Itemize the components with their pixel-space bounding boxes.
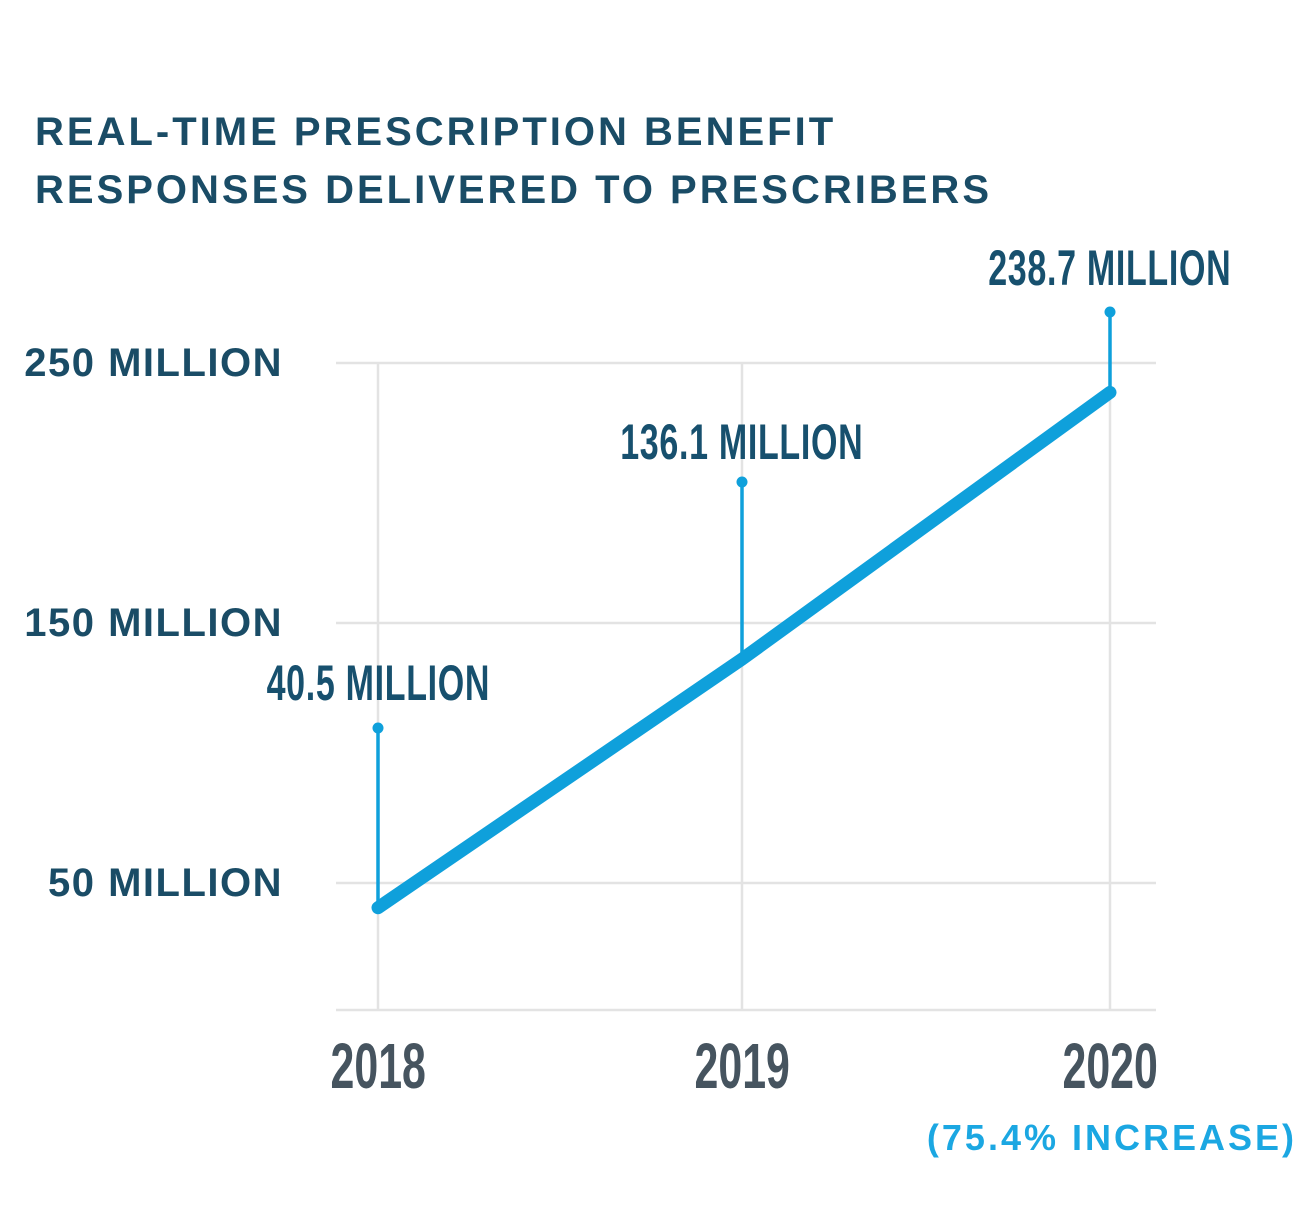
increase-note: (75.4% INCREASE) xyxy=(926,1117,1297,1158)
x-axis-year-text: 2018 xyxy=(330,1030,426,1102)
data-point-label-text: 136.1 MILLION xyxy=(620,414,864,470)
trend-line xyxy=(371,385,1117,915)
chart-title-line: RESPONSES DELIVERED TO PRESCRIBERS xyxy=(35,167,992,212)
x-axis-year-text: 2020 xyxy=(1062,1030,1158,1102)
x-axis-year-text: 2019 xyxy=(694,1030,790,1102)
x-axis-year-label: 2018 xyxy=(228,1034,528,1098)
callout-dot xyxy=(736,476,748,488)
y-axis-tick-label: 250 MILLION xyxy=(24,341,283,385)
data-point-label: 238.7 MILLION xyxy=(890,243,1313,293)
callout-dot xyxy=(372,722,384,734)
data-point-label: 136.1 MILLION xyxy=(522,417,962,467)
chart-title-line: REAL-TIME PRESCRIPTION BENEFIT xyxy=(35,109,837,154)
x-axis-year-label: 2020 xyxy=(960,1034,1260,1098)
y-axis-tick-label: 150 MILLION xyxy=(24,601,283,645)
data-point-label: 40.5 MILLION xyxy=(158,658,598,708)
callout-dot xyxy=(1104,306,1116,318)
data-point-label-text: 40.5 MILLION xyxy=(266,655,490,711)
chart-title: REAL-TIME PRESCRIPTION BENEFIT RESPONSES… xyxy=(35,103,1185,219)
x-axis-year-label: 2019 xyxy=(592,1034,892,1098)
data-point-label-text: 238.7 MILLION xyxy=(988,240,1232,296)
y-axis-tick-label: 50 MILLION xyxy=(47,861,283,905)
